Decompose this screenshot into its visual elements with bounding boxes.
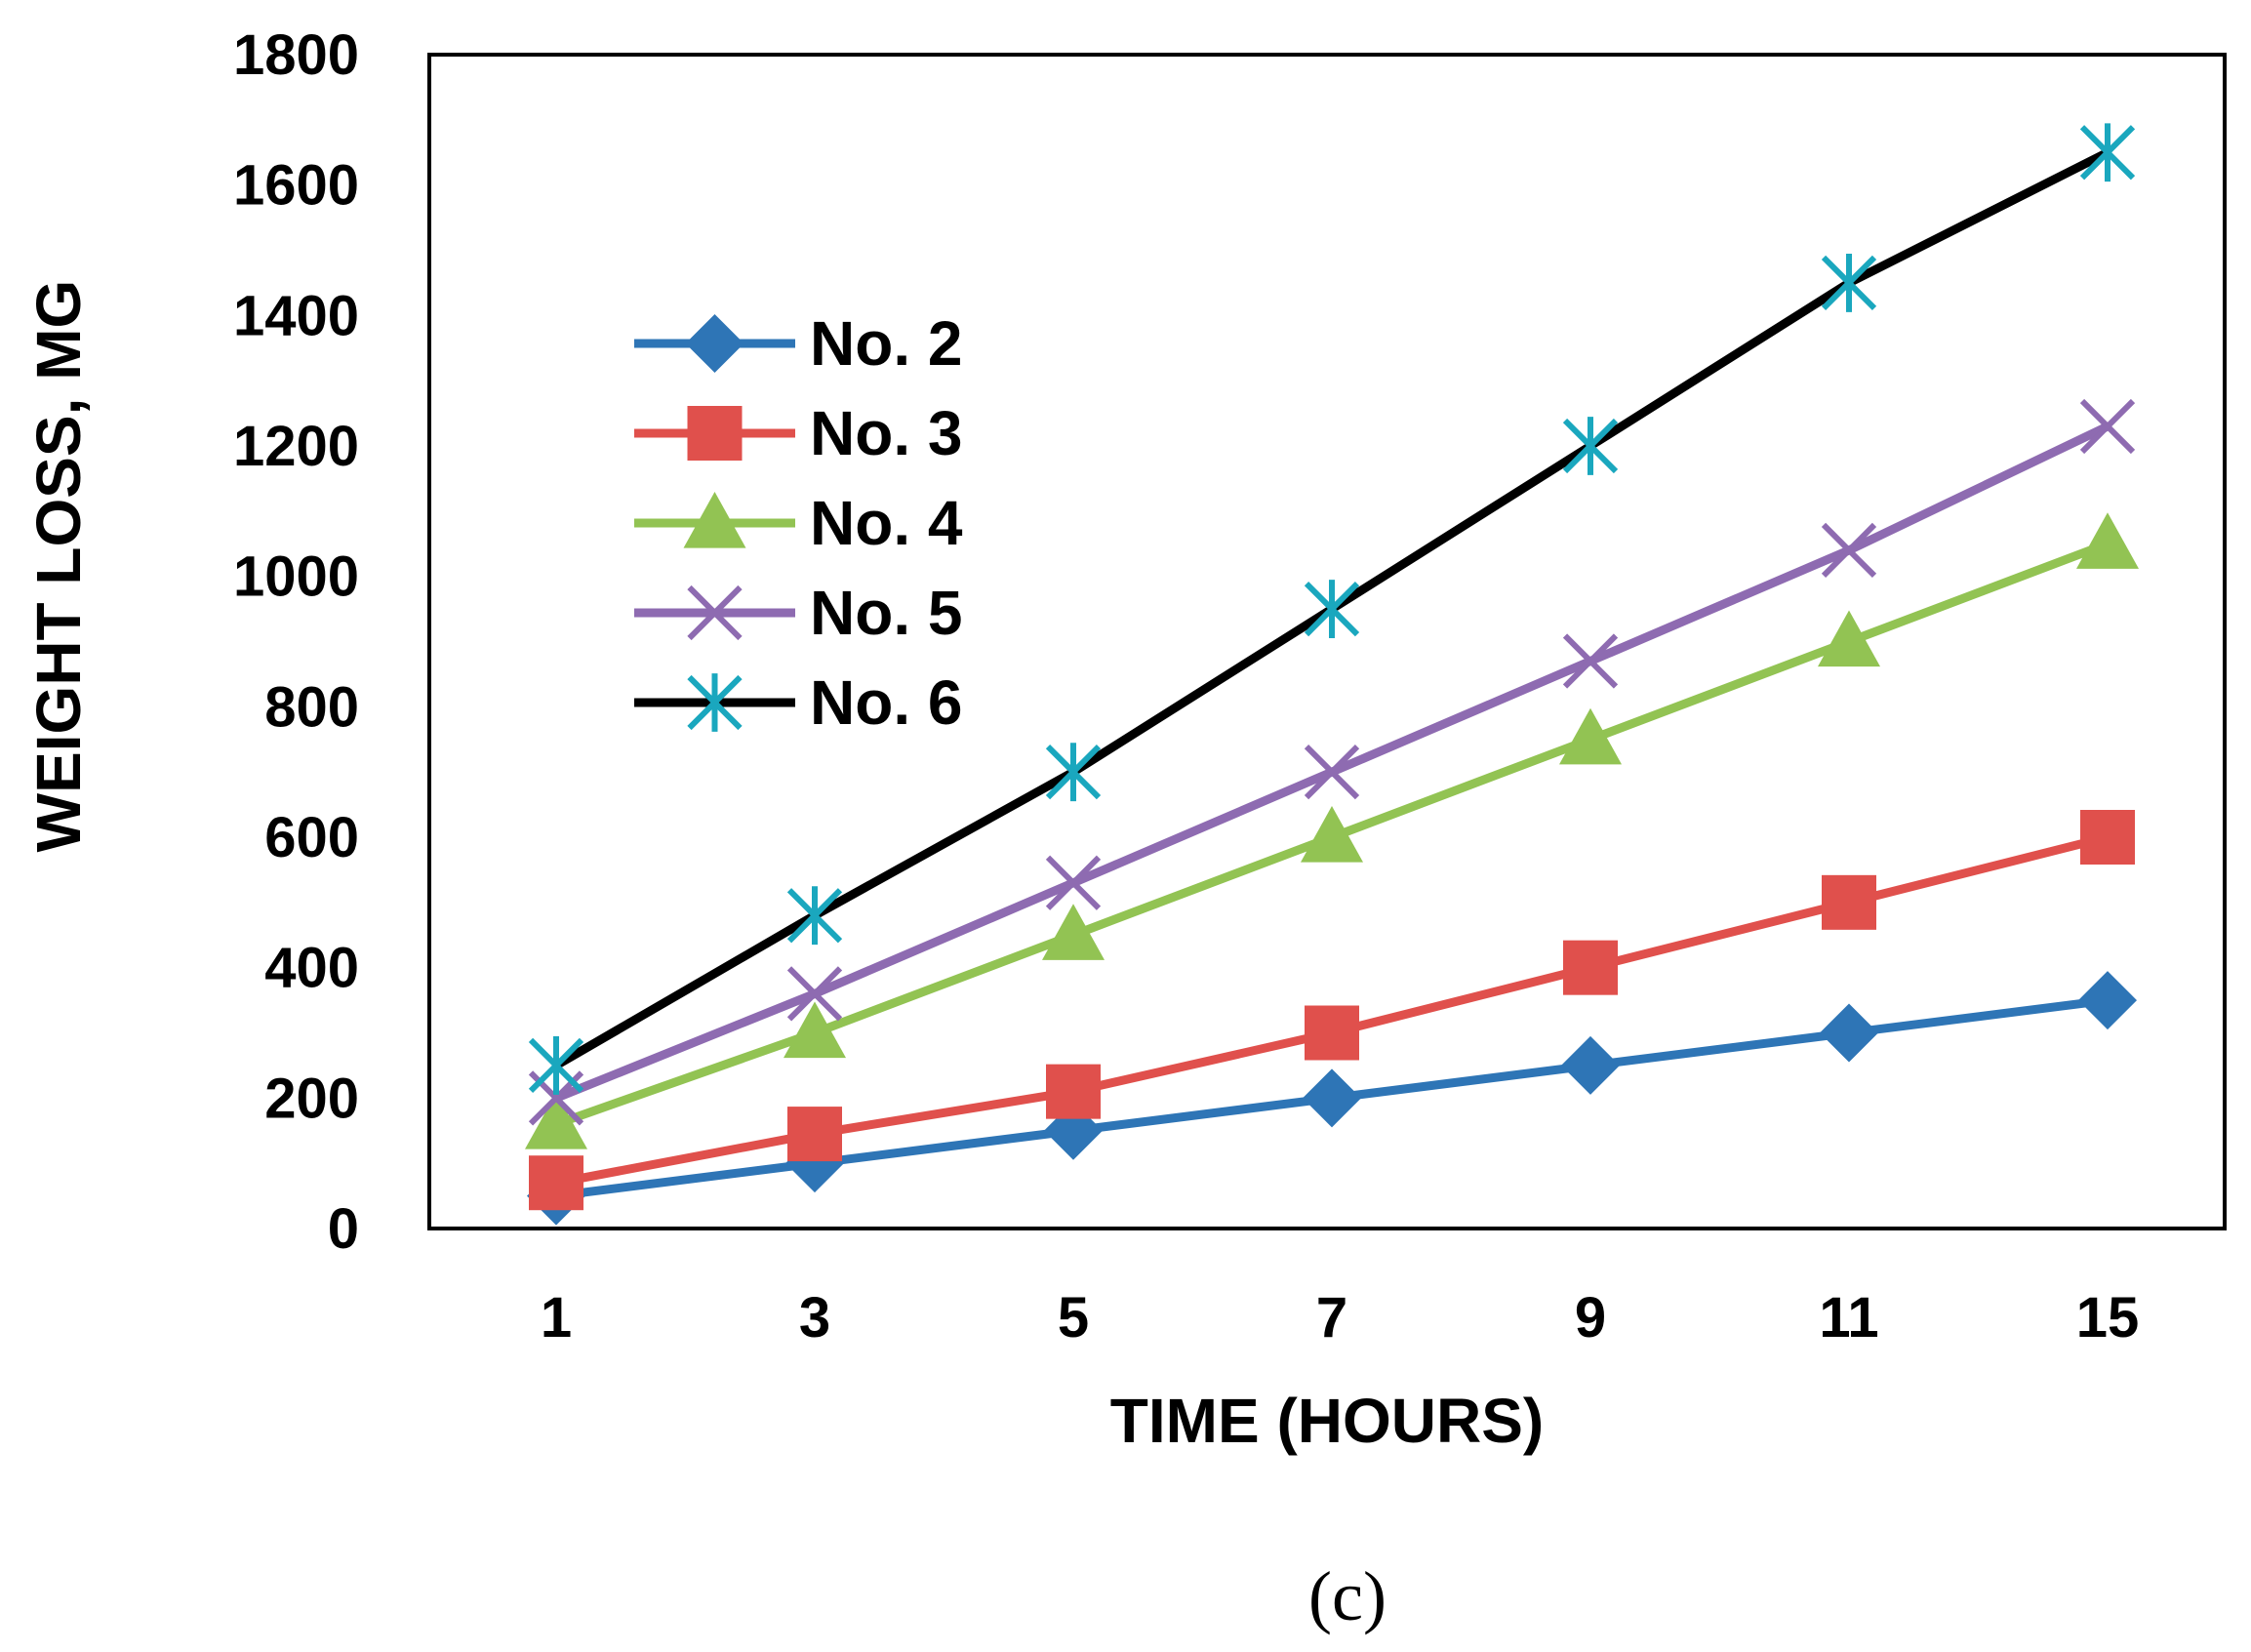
legend: No. 2 No. 3 No. 4 No. 5 No. 6 <box>634 308 963 738</box>
series-no-5 <box>528 398 2136 1126</box>
legend-label: No. 4 <box>810 488 963 558</box>
legend-label: No. 3 <box>810 398 962 468</box>
marker-asterisk <box>1562 417 1619 475</box>
marker-x-stroke <box>1562 633 1619 689</box>
legend-label: No. 2 <box>810 308 962 379</box>
y-tick-label: 1800 <box>233 23 359 87</box>
x-tick-label: 15 <box>2076 1286 2140 1350</box>
marker-x <box>1562 633 1619 689</box>
marker-x-stroke <box>687 584 743 641</box>
marker-square <box>1822 874 1876 930</box>
marker-triangle <box>1042 904 1105 960</box>
marker-square <box>529 1155 583 1211</box>
marker-square <box>1305 1005 1359 1061</box>
marker-x <box>1304 745 1360 800</box>
y-tick-label: 0 <box>328 1197 359 1261</box>
marker-diamond <box>1303 1068 1361 1128</box>
y-tick-label: 400 <box>264 937 359 1000</box>
marker-diamond <box>2078 971 2137 1030</box>
marker-x <box>786 966 843 1022</box>
y-tick-label: 1600 <box>233 154 359 218</box>
marker-asterisk <box>786 886 843 946</box>
marker-asterisk <box>528 1036 584 1095</box>
marker-x-stroke <box>1304 745 1360 800</box>
y-axis-ticks: 0 200 400 600 800 1000 1200 1400 1600 1800 <box>233 23 359 1261</box>
x-tick-label: 11 <box>1819 1286 1878 1350</box>
legend-item: No. 5 <box>634 578 962 648</box>
series-no-4 <box>525 512 2139 1149</box>
marker-x-stroke <box>786 966 843 1022</box>
marker-square <box>1563 940 1618 995</box>
x-tick-label: 3 <box>799 1286 830 1350</box>
figure-caption: (c) <box>1308 1557 1387 1635</box>
legend-item: No. 4 <box>634 488 963 558</box>
x-tick-label: 9 <box>1575 1286 1606 1350</box>
marker-triangle <box>683 492 746 548</box>
x-tick-label: 7 <box>1316 1286 1347 1350</box>
series-layer <box>525 123 2139 1226</box>
marker-triangle <box>784 1001 846 1059</box>
marker-x <box>2079 398 2136 455</box>
legend-label: No. 5 <box>810 578 962 648</box>
marker-x-stroke <box>1821 522 1877 579</box>
series-no-6 <box>528 123 2136 1095</box>
marker-x <box>1821 522 1877 579</box>
marker-triangle <box>1301 806 1363 863</box>
marker-square <box>1046 1064 1101 1119</box>
legend-item: No. 6 <box>634 667 962 738</box>
legend-item: No. 3 <box>634 398 962 468</box>
marker-diamond <box>1820 1003 1878 1063</box>
y-tick-label: 200 <box>264 1067 359 1130</box>
marker-triangle <box>1818 610 1880 667</box>
legend-item: No. 2 <box>634 308 962 379</box>
marker-asterisk <box>1045 743 1102 802</box>
marker-square <box>2080 810 2135 865</box>
x-axis-ticks: 1 3 5 7 9 11 15 <box>541 1286 2139 1350</box>
marker-x <box>687 584 743 641</box>
series-no-3 <box>529 810 2135 1211</box>
y-tick-label: 600 <box>264 806 359 869</box>
marker-triangle <box>1559 707 1622 765</box>
y-tick-label: 1400 <box>233 284 359 347</box>
marker-asterisk <box>1821 254 1877 312</box>
legend-label: No. 6 <box>810 667 962 738</box>
y-tick-label: 1200 <box>233 415 359 478</box>
x-tick-label: 5 <box>1058 1286 1089 1350</box>
marker-diamond <box>1561 1035 1620 1095</box>
x-tick-label: 1 <box>541 1286 572 1350</box>
marker-square <box>787 1107 842 1162</box>
y-tick-label: 1000 <box>233 545 359 609</box>
y-axis-title: WEIGHT LOSS, MG <box>23 280 94 853</box>
marker-triangle <box>2076 512 2139 569</box>
marker-asterisk <box>2079 123 2136 182</box>
marker-square <box>687 406 743 461</box>
marker-asterisk <box>687 673 743 732</box>
marker-x-stroke <box>2079 398 2136 455</box>
marker-triangle <box>525 1093 587 1149</box>
marker-asterisk <box>1304 580 1360 638</box>
marker-diamond <box>685 314 744 373</box>
marker-x-stroke <box>1045 855 1102 910</box>
y-tick-label: 800 <box>264 675 359 739</box>
x-axis-title: TIME (HOURS) <box>1110 1386 1544 1456</box>
marker-x <box>1045 855 1102 910</box>
